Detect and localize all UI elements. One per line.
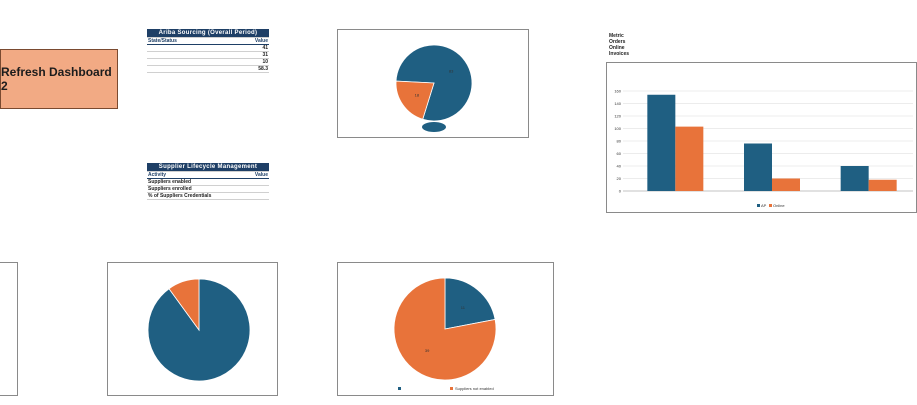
pie-data-label: 11 [461,305,466,310]
pie-chart-3: 11 39 Suppliers not enabled [393,277,497,391]
legend-swatch [769,204,772,207]
y-tick-label: 20 [617,176,622,181]
refresh-dashboard-label: Refresh Dashboard 2 [1,65,112,93]
refresh-dashboard-button[interactable]: Refresh Dashboard 2 [0,49,118,109]
info-row-orders: Orders [609,39,626,45]
pie-slice [444,277,496,330]
ariba-sourcing-table: Ariba Sourcing (Overall Period) State/St… [147,29,269,73]
table-row: % of Suppliers Credentials [147,192,269,200]
supplier-lifecycle-table: Supplier Lifecycle Management Activity V… [147,163,269,200]
y-tick-label: 160 [614,89,621,94]
pie-data-label: 18 [415,92,420,97]
pie-data-label: 83 [449,69,454,74]
info-row-metric: Metric [609,33,624,39]
y-tick-label: 140 [614,101,621,106]
pie-slice [395,80,435,120]
info-row-online: Online [609,45,625,51]
table-row: Suppliers enrolled [147,185,269,193]
y-tick-label: 120 [614,114,621,119]
table-row: Suppliers enabled [147,178,269,186]
pie-chart-2 [147,278,251,382]
legend-swatch [757,204,760,207]
ariba-header-state: State/Status [147,37,229,45]
pie-chart-2-panel [107,262,278,396]
bar-chart: 0 20 40 60 80 100 120 140 160 AP Online [614,89,913,208]
y-tick-label: 80 [617,139,622,144]
legend-swatch [398,387,401,390]
pie-chart-1-panel: 83 18 [337,29,529,138]
ariba-value-2: 31 [228,51,269,59]
bar-orange [675,126,704,191]
pie-chart-1: 83 18 [395,44,473,132]
ariba-header-value: Value [228,37,269,45]
bar-blue [840,166,869,191]
y-tick-label: 100 [614,126,621,131]
pie-slice [168,278,200,332]
legend-label: Online [773,203,785,208]
table-row: 10 [147,58,269,66]
y-tick-label: 60 [617,151,622,156]
table-row: 31 [147,51,269,59]
ariba-table-title: Ariba Sourcing (Overall Period) [147,29,269,38]
ariba-value-3: 10 [228,58,269,66]
table-row: 58.3 [147,65,269,73]
info-row-invoices: Invoices [609,51,630,57]
legend-swatch [450,387,453,390]
pie-slice [393,277,497,381]
ariba-value-4: 58.3 [228,65,269,73]
pie-shadow-mark [422,122,446,132]
bar-blue [744,143,772,191]
pie-chart-3-panel: 11 39 Suppliers not enabled [337,262,554,396]
bar-orange [772,178,800,191]
supplier-header-activity: Activity [147,171,247,179]
bar-orange [868,179,897,191]
table-row: 41 [147,44,269,52]
supplier-table-title: Supplier Lifecycle Management [147,163,269,172]
y-tick-label: 40 [617,164,622,169]
legend-label: Suppliers not enabled [455,386,494,391]
ariba-value-1: 41 [228,44,269,52]
y-tick-label: 0 [619,189,622,194]
partial-panel-left [0,262,18,396]
legend-label: AP [761,203,767,208]
info-list: Metric Orders Online Invoices [609,33,629,57]
bar-blue [647,94,676,191]
pie-data-label: 39 [425,348,430,353]
supplier-header-value: Value [246,171,269,179]
bar-chart-panel: 0 20 40 60 80 100 120 140 160 AP Online [606,62,917,213]
